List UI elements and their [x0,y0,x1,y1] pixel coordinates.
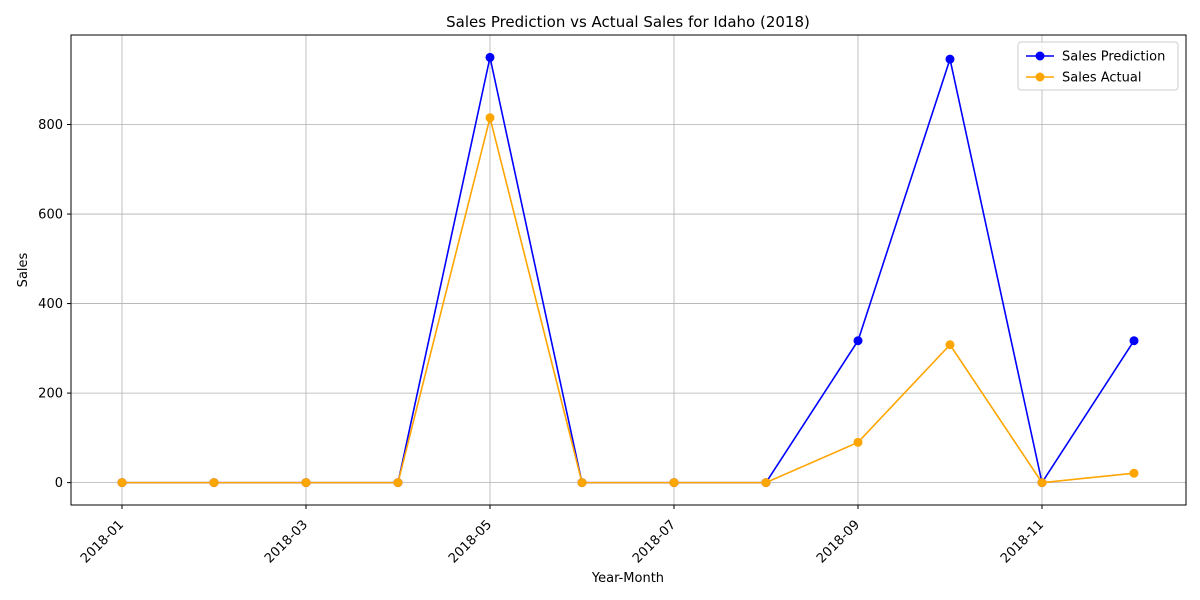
data-point [945,54,955,64]
data-point [1037,478,1047,488]
series-layer [117,52,1139,488]
legend-marker [1035,51,1045,61]
plot-area [70,34,1187,506]
series-actual [117,113,1139,488]
data-point [1129,468,1139,478]
legend-marker [1035,72,1045,82]
data-point [577,478,587,488]
legend-label: Sales Prediction [1062,50,1165,65]
y-tick-label: 0 [55,476,63,491]
y-axis: 0 200 400 600 800 [38,118,71,491]
legend-box [1017,41,1179,91]
data-point [301,478,311,488]
x-axis-label: Year-Month [591,571,664,586]
y-tick-label: 400 [38,297,63,312]
data-point [853,336,863,346]
data-point [761,478,771,488]
data-point [209,478,219,488]
data-point [1129,336,1139,346]
y-tick-label: 600 [38,208,63,223]
legend: Sales Prediction Sales Actual [1017,41,1179,91]
data-point [485,113,495,123]
data-point [669,478,679,488]
series-line [122,117,1135,484]
data-point [117,478,127,488]
data-point [485,52,495,62]
y-tick-label: 800 [38,118,63,133]
data-point [393,478,403,488]
chart-title: Sales Prediction vs Actual Sales for Ida… [446,13,810,31]
legend-label: Sales Actual [1062,71,1141,86]
data-point [945,340,955,350]
y-axis-label: Sales [16,252,31,287]
y-tick-label: 200 [38,387,63,402]
data-point [853,437,863,447]
